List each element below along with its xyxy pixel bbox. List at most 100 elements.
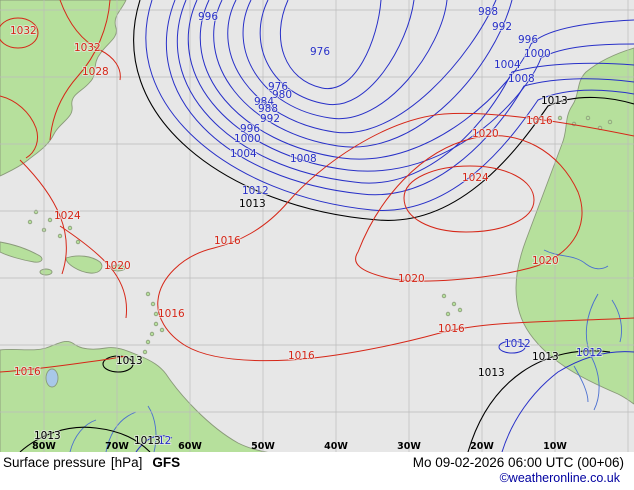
isobar-label-996: 996 xyxy=(198,11,218,23)
isobar-988 xyxy=(227,0,497,134)
rivers-layer xyxy=(69,249,623,452)
isobar-984 xyxy=(242,0,448,120)
isobar-label-1016: 1016 xyxy=(288,350,315,362)
footer-title-row: Surface pressure [hPa] GFS Mo 09-02-2026 0… xyxy=(0,454,634,471)
run-datetime: Mo 09-02-2026 06:00 UTC (00+06) xyxy=(412,455,624,470)
isobar-1012 xyxy=(145,0,634,211)
isobar-1012-africa-loop xyxy=(498,340,526,354)
isobar-label-1013: 1013 xyxy=(478,367,505,379)
isobar-1013-africa xyxy=(467,350,611,452)
island-lesser-antilles xyxy=(153,321,159,327)
isobar-label-1016: 1016 xyxy=(438,323,465,335)
isobar-label-1004: 1004 xyxy=(230,148,257,160)
isobar-label-1013: 1013 xyxy=(116,355,143,367)
isobar-label-988: 988 xyxy=(258,103,278,115)
map-title: Surface pressure [hPa] GFS xyxy=(3,454,180,471)
island-cape-verde xyxy=(441,293,447,299)
surface-pressure-map: 9969769889929961000100410089769809849889… xyxy=(0,0,634,452)
isobar-labels-layer: 9969769889929961000100410089769809849889… xyxy=(9,5,604,448)
isobar-label-976: 976 xyxy=(268,81,288,93)
lon-label-60W: 60W xyxy=(178,441,202,452)
island-lesser-antilles xyxy=(153,311,159,317)
island-lesser-antilles xyxy=(159,327,165,333)
isobar-label-1008: 1008 xyxy=(290,153,317,165)
lon-label-50W: 50W xyxy=(251,441,275,452)
island-canary xyxy=(557,115,563,121)
isobar-label-1028: 1028 xyxy=(82,66,109,78)
isobar-label-12: 12 xyxy=(158,435,171,447)
island-lesser-antilles xyxy=(142,349,148,355)
isobar-label-1013: 1013 xyxy=(532,351,559,363)
land-cuba xyxy=(0,241,43,263)
lon-label-40W: 40W xyxy=(324,441,348,452)
river xyxy=(543,249,609,270)
river xyxy=(147,405,157,452)
island-lesser-antilles xyxy=(150,301,156,307)
isobar-1024-west xyxy=(19,159,67,275)
island-cape-verde xyxy=(451,301,457,307)
map-units: [hPa] xyxy=(110,455,143,470)
isobar-992 xyxy=(213,0,513,148)
isobar-label-1008: 1008 xyxy=(508,73,535,85)
isobar-1016-main xyxy=(157,112,634,362)
lake-maracaibo xyxy=(45,368,59,388)
isobar-label-988: 988 xyxy=(478,6,498,18)
isobar-1028-b xyxy=(0,95,39,159)
isobar-1032-loop xyxy=(0,17,39,49)
isobar-label-984: 984 xyxy=(254,96,274,108)
isobar-label-1024: 1024 xyxy=(54,210,81,222)
isobar-label-996: 996 xyxy=(518,34,538,46)
island-lesser-antilles xyxy=(149,331,155,337)
isobar-label-1013: 1013 xyxy=(34,430,61,442)
isobar-label-1016: 1016 xyxy=(14,366,41,378)
island-bahamas xyxy=(67,225,73,231)
isobar-996 xyxy=(199,0,634,160)
isobars-high-layer xyxy=(0,0,634,373)
isobar-label-980: 980 xyxy=(272,89,292,101)
river xyxy=(611,299,623,343)
isobar-1000 xyxy=(187,0,634,172)
isobar-1020-west xyxy=(59,225,127,319)
land-jamaica xyxy=(39,268,53,276)
isobar-label-976: 976 xyxy=(310,46,330,58)
isobar-label-1016: 1016 xyxy=(526,115,553,127)
isobar-label-1013: 1013 xyxy=(134,435,161,447)
island-lesser-antilles xyxy=(145,339,151,345)
isobars-low-layer xyxy=(135,0,634,452)
isobar-label-1012: 1012 xyxy=(242,185,269,197)
map-parameter: Surface pressure xyxy=(3,455,106,470)
isobar-1028-arc xyxy=(49,0,111,141)
island-bahamas xyxy=(27,219,33,225)
lon-label-30W: 30W xyxy=(397,441,421,452)
island-cape-verde xyxy=(457,307,463,313)
copyright-row: ©weatheronline.co.uk xyxy=(0,471,634,486)
isobar-1013-main xyxy=(133,0,634,221)
isobar-label-1016: 1016 xyxy=(214,235,241,247)
grid-layer xyxy=(0,0,634,452)
isobar-label-1032: 1032 xyxy=(74,42,101,54)
lon-label-70W: 70W xyxy=(105,441,129,452)
isobar-label-992: 992 xyxy=(492,21,512,33)
island-lesser-antilles xyxy=(145,291,151,297)
copyright-link[interactable]: ©weatheronline.co.uk xyxy=(499,471,620,485)
isobar-label-1000: 1000 xyxy=(234,133,261,145)
isobar-label-1013: 1013 xyxy=(239,198,266,210)
footer-bar: Surface pressure [hPa] GFS Mo 09-02-2026 0… xyxy=(0,452,634,490)
isobar-label-1012: 1012 xyxy=(504,338,531,350)
land-hispaniola xyxy=(65,255,103,274)
isobar-label-1020: 1020 xyxy=(532,255,559,267)
isobar-label-1016: 1016 xyxy=(158,308,185,320)
river xyxy=(69,419,97,452)
isobar-1008 xyxy=(165,0,634,196)
island-bahamas xyxy=(75,239,81,245)
isobar-1013-caribbean-loop xyxy=(102,355,134,373)
islands-layer xyxy=(27,115,613,355)
isobar-label-992: 992 xyxy=(260,113,280,125)
lon-label-80W: 80W xyxy=(32,441,56,452)
isobar-980 xyxy=(259,0,415,106)
isobar-1012-africa xyxy=(501,351,634,452)
lon-label-20W: 20W xyxy=(470,441,494,452)
isobar-1032-arc xyxy=(59,0,121,81)
isobar-label-1012: 1012 xyxy=(576,347,603,359)
